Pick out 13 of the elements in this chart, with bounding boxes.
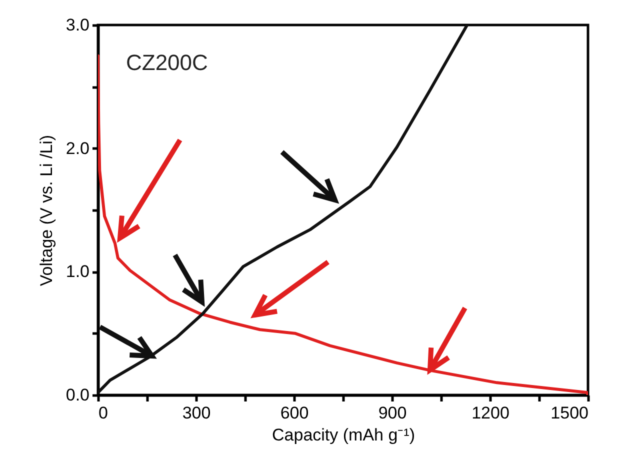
x-tick-label: 0 [98,404,108,422]
y-tick-label: 1.0 [66,262,90,282]
x-tick-label: 900 [378,404,407,422]
annotation: CZ200C [126,50,208,75]
y-axis-title: Voltage (V vs. Li /Li) [36,134,56,286]
x-tick-label: 600 [280,404,309,422]
y-tick-label: 3.0 [66,16,90,34]
x-tick-label: 1200 [472,404,510,422]
x-axis-title: Capacity (mAh g⁻¹) [272,426,415,444]
x-tick-label: 300 [182,404,211,422]
y-tick-label: 0.0 [66,386,90,404]
x-tick-label: 1500 [550,404,588,422]
y-tick-label: 2.0 [66,138,90,158]
